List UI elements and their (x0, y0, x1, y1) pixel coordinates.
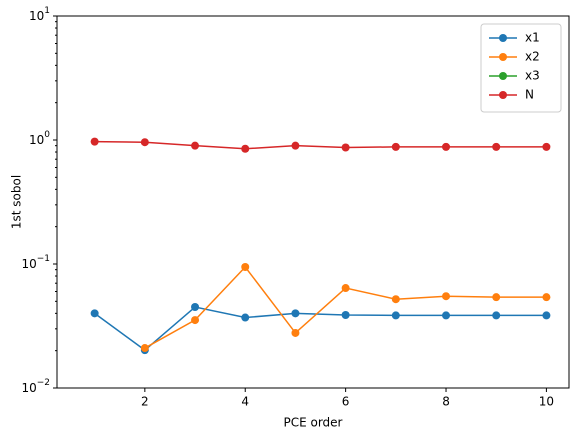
legend-label: x2 (525, 50, 540, 64)
axes-frame (56, 15, 570, 389)
marker (291, 328, 300, 337)
series-line (94, 140, 547, 150)
marker (140, 344, 149, 353)
x-tick-label: 8 (442, 395, 450, 409)
marker (341, 310, 350, 319)
marker (291, 141, 300, 150)
marker (542, 142, 551, 151)
marker (341, 284, 350, 293)
x-tick-label: 10 (539, 395, 554, 409)
marker (241, 144, 250, 153)
marker (140, 138, 149, 147)
marker (492, 293, 501, 302)
x-tick-label: 2 (141, 395, 149, 409)
x-tick-label: 6 (342, 395, 350, 409)
marker (391, 142, 400, 151)
marker (90, 137, 99, 146)
legend-label: x1 (525, 31, 540, 45)
marker (191, 141, 200, 150)
legend-marker (499, 91, 507, 99)
marker (191, 316, 200, 325)
plot-area (90, 137, 551, 355)
marker (191, 303, 200, 312)
x-axis-label: PCE order (283, 416, 342, 430)
marker (492, 311, 501, 320)
x-tick-label: 4 (241, 395, 249, 409)
marker (492, 142, 501, 151)
legend-box (480, 23, 562, 113)
marker (90, 309, 99, 318)
marker (291, 309, 300, 318)
y-tick-label: 100 (29, 130, 50, 147)
marker (442, 142, 451, 151)
legend-label: x3 (525, 69, 540, 83)
marker (542, 293, 551, 302)
y-tick-label: 101 (29, 6, 50, 23)
legend-marker (499, 72, 507, 80)
marker (241, 262, 250, 271)
y-axis-label: 1st sobol (10, 175, 24, 229)
series-line (94, 306, 547, 352)
marker (442, 292, 451, 301)
marker (442, 311, 451, 320)
legend-marker (499, 53, 507, 61)
legend-marker (499, 34, 507, 42)
series-line (144, 265, 547, 349)
y-tick-label: 10−2 (21, 378, 50, 395)
marker (391, 295, 400, 304)
marker (542, 311, 551, 320)
marker (241, 313, 250, 322)
marker (341, 143, 350, 152)
marker (391, 311, 400, 320)
legend-label: N (525, 88, 534, 102)
y-tick-label: 10−1 (21, 254, 50, 271)
